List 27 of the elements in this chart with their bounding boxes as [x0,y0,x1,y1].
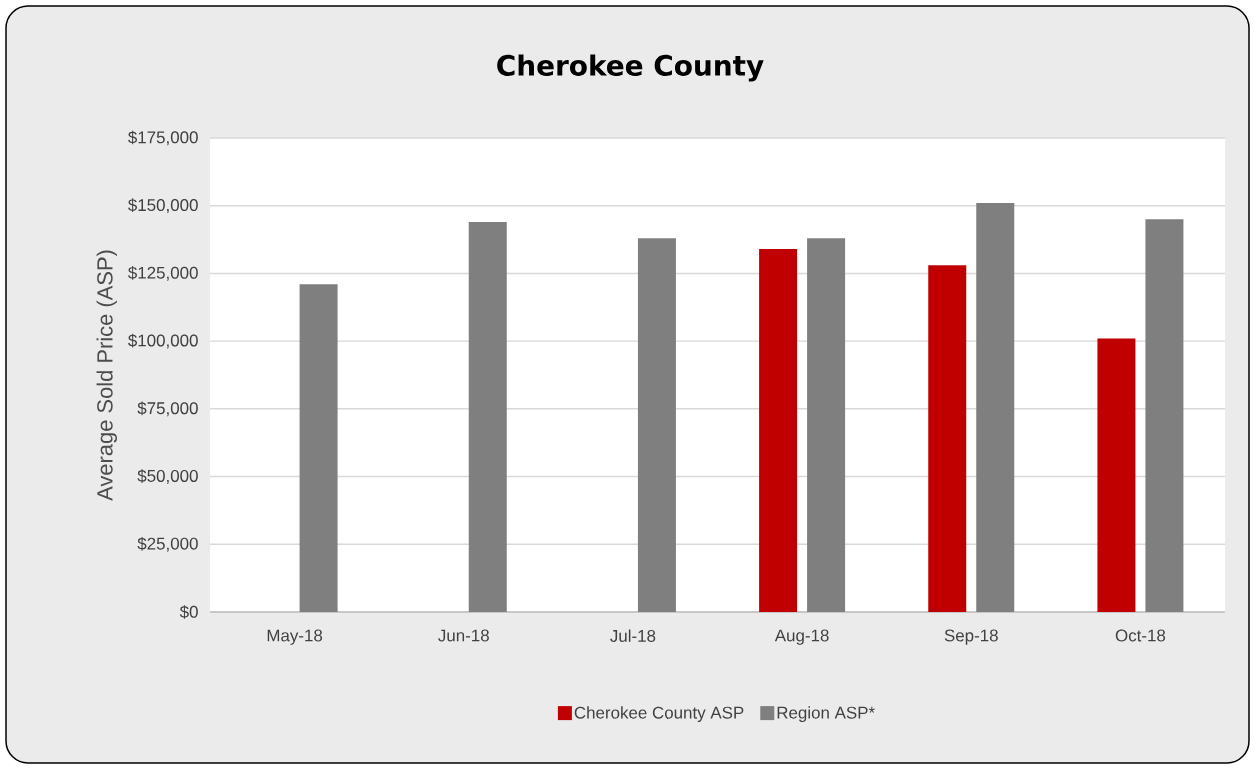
x-tick-label: Oct-18 [1115,629,1166,642]
y-tick-label: $50,000 [137,469,198,484]
y-tick-label: $0 [179,605,198,619]
x-tick-label: Jul-18 [610,629,656,642]
bar [976,202,1015,612]
y-tick-label: $100,000 [128,333,198,349]
x-tick-label: May-18 [267,629,323,645]
bar [637,238,676,612]
y-tick-label: $175,000 [128,130,198,146]
legend-label: Region ASP* [777,706,875,723]
bar [1097,338,1136,612]
y-tick-label: $25,000 [137,536,198,552]
bar [928,265,967,612]
bar [759,249,798,612]
y-axis-title: Average Sold Price (ASP) [96,250,118,501]
bar [1145,219,1184,612]
y-tick-label: $125,000 [128,266,198,281]
x-tick-label: Jun-18 [438,629,489,642]
y-tick-label: $150,000 [128,198,198,214]
bar [468,221,507,612]
y-tick-label: $75,000 [137,401,198,417]
x-tick-label: Sep-18 [944,629,998,645]
legend-label: Cherokee County ASP [574,706,744,723]
bar [807,238,846,612]
bar [299,284,338,612]
chart-title: Cherokee County [497,54,764,82]
x-tick-label: Aug-18 [774,629,829,645]
